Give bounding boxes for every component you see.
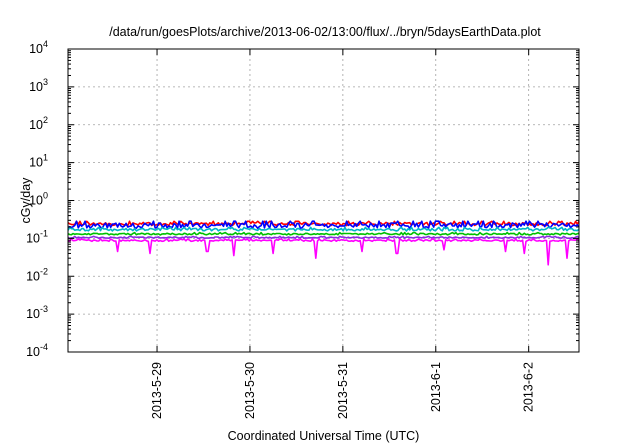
x-tick-label: 2013-6-2 xyxy=(522,362,536,412)
series-group xyxy=(67,220,580,266)
x-tick-label: 2013-6-1 xyxy=(429,362,443,412)
series-line xyxy=(67,226,580,232)
series-line xyxy=(67,235,580,239)
y-tick-labels: 10-4 10-3 10-2 10-1 100 101 102 103 104 xyxy=(26,39,48,359)
y-axis-label: cGy/day xyxy=(19,177,33,224)
series-line xyxy=(67,231,580,236)
grid xyxy=(68,49,579,352)
y-tick-label: 103 xyxy=(29,77,48,94)
x-axis-label: Coordinated Universal Time (UTC) xyxy=(228,429,420,443)
y-tick-label: 102 xyxy=(29,115,48,132)
x-tick-label: 2013-5-31 xyxy=(336,362,350,419)
y-tick-label: 10-2 xyxy=(26,266,48,283)
y-tick-label: 10-3 xyxy=(26,304,48,321)
y-tick-label: 101 xyxy=(29,153,48,170)
series-line xyxy=(67,238,580,266)
ticks xyxy=(68,48,579,353)
y-tick-label: 100 xyxy=(29,191,48,208)
chart-title: /data/run/goesPlots/archive/2013-06-02/1… xyxy=(109,25,541,39)
x-tick-label: 2013-5-29 xyxy=(150,362,164,419)
y-tick-label: 10-4 xyxy=(26,342,48,359)
x-tick-label: 2013-5-30 xyxy=(243,362,257,419)
series-line xyxy=(67,220,580,230)
y-tick-label: 10-1 xyxy=(26,228,48,245)
x-tick-labels: 2013-5-29 2013-5-30 2013-5-31 2013-6-1 2013-… xyxy=(150,362,536,419)
y-tick-label: 104 xyxy=(29,39,48,56)
